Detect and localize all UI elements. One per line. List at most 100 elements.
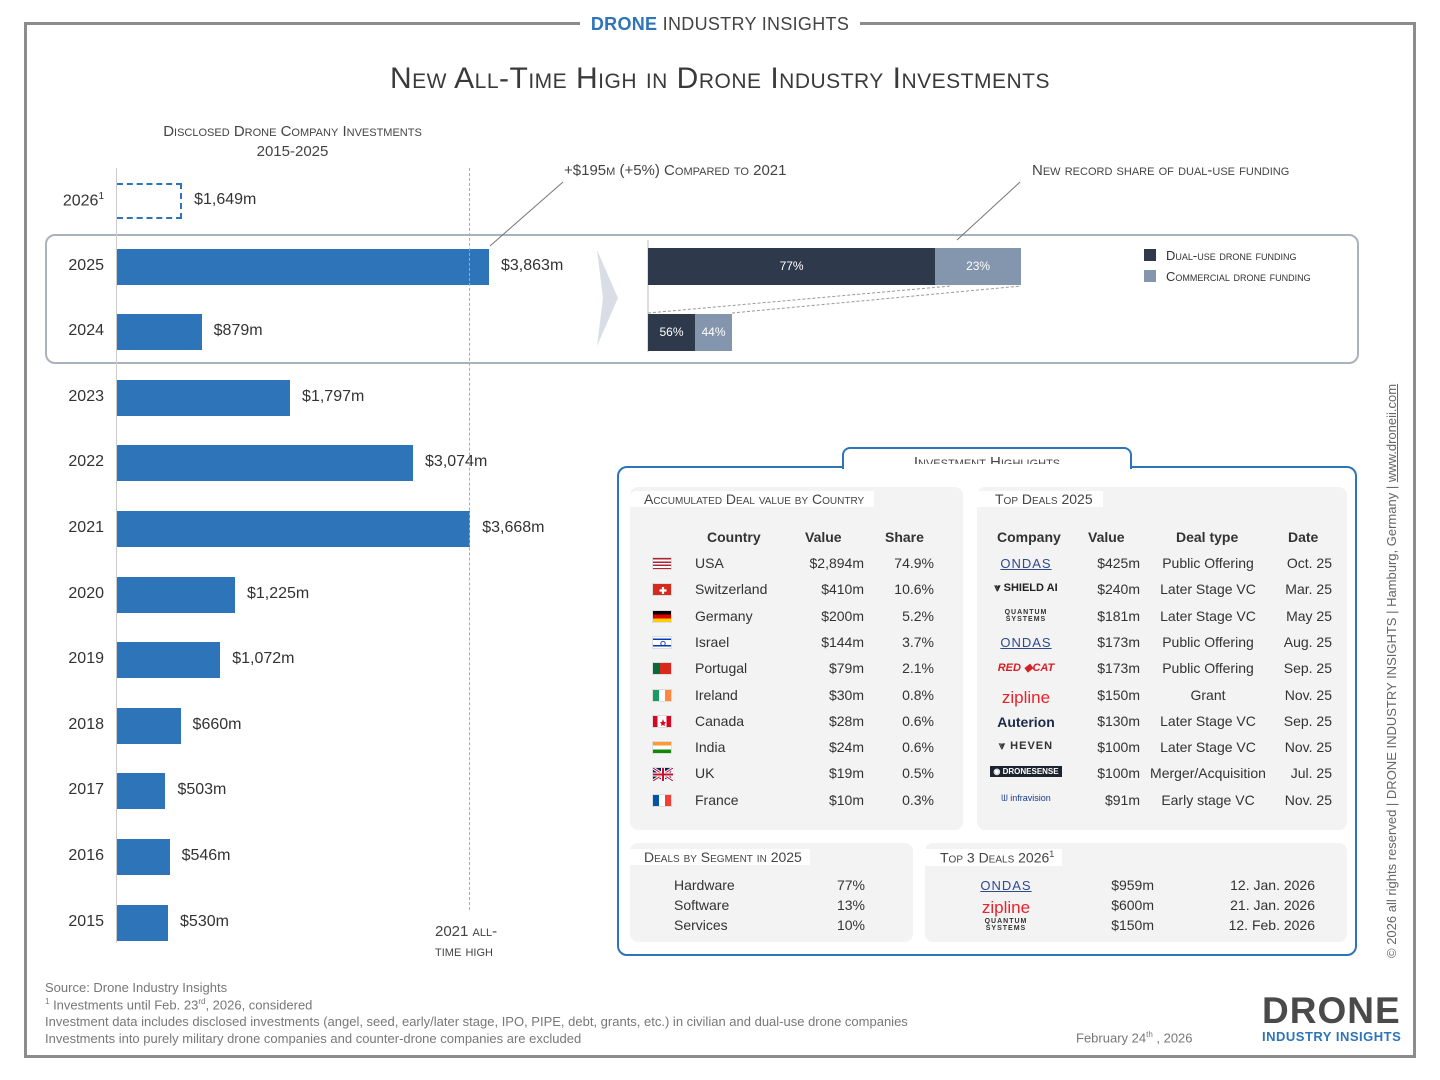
bar-value-2022: $3,074m — [425, 453, 488, 471]
country-value: $200m — [821, 607, 864, 624]
subtitle-line1: Disclosed Drone Company Investments — [163, 123, 422, 140]
year-label-2021: 2021 — [68, 519, 104, 536]
flag-icon-portugal — [652, 662, 672, 676]
country-share: 0.6% — [902, 712, 934, 729]
bar-2017 — [117, 773, 166, 810]
bar-2024 — [117, 314, 202, 351]
split-dual-2024: 56% — [648, 314, 696, 351]
top2026-date: 12. Jan. 2026 — [1230, 877, 1315, 893]
year-label-2023: 2023 — [68, 387, 104, 405]
bar-value-2025: $3,863m — [501, 256, 564, 274]
year-label-2017: 2017 — [68, 781, 104, 799]
compare-leader-line — [489, 181, 564, 247]
company-logo-heven: ⩔ HEVEN — [998, 740, 1054, 753]
record-leader-line — [956, 181, 1021, 241]
record-annotation: New record share of dual-use funding — [1032, 162, 1290, 179]
top2026-title-text: Top 3 Deals 2026 — [940, 849, 1050, 866]
country-name: France — [695, 791, 739, 808]
chevron-arrow-icon — [597, 250, 618, 346]
deal-value: $181m — [1097, 607, 1140, 624]
partial-year-note: 1 — [98, 191, 104, 202]
country-share: 74.9% — [894, 555, 934, 571]
country-share: 10.6% — [894, 581, 934, 598]
deal-value: $173m — [1097, 660, 1140, 677]
footer-source: Source: Drone Industry Insights — [45, 980, 228, 995]
page-title: New All-Time High in Drone Industry Inve… — [389, 62, 1050, 95]
side-url-link[interactable]: www.droneii.com — [1384, 383, 1399, 483]
legend-swatch-dual — [1144, 249, 1156, 261]
bar-2021 — [117, 511, 471, 547]
bar-2019 — [117, 642, 221, 679]
side-copyright-text: © 2026 all rights reserved | DRONE INDUS… — [1384, 482, 1399, 958]
ath-annotation: 2021 all- time high — [435, 922, 497, 962]
bar-2018 — [117, 707, 181, 744]
top2026-date: 12. Feb. 2026 — [1228, 917, 1315, 933]
deal-date: Nov. 25 — [1284, 791, 1332, 808]
country-name: India — [695, 739, 726, 756]
ath-reference-line — [469, 168, 471, 910]
flag-icon-france — [652, 793, 672, 807]
subtitle-line2: 2015-2025 — [256, 143, 329, 160]
legend-commercial: Commercial drone funding — [1166, 269, 1311, 284]
deal-type: Early stage VC — [1161, 791, 1255, 808]
logo-subtitle: INDUSTRY INSIGHTS — [1262, 1029, 1402, 1044]
company-logo-auterion: Auterion — [997, 713, 1055, 730]
country-name: Germany — [695, 607, 753, 624]
deal-type: Public Offering — [1162, 633, 1254, 650]
country-name: Switzerland — [695, 581, 768, 598]
deals-header-1: Value — [1088, 529, 1125, 545]
country-name: Israel — [695, 633, 730, 650]
bar-value-2024: $879m — [213, 322, 263, 340]
deal-value: $100m — [1097, 739, 1140, 756]
deals-header-2: Deal type — [1176, 529, 1239, 545]
deal-date: Sep. 25 — [1283, 712, 1332, 729]
chart-subtitle: Disclosed Drone Company Investments 2015… — [120, 122, 465, 162]
date-text-b: , 2026 — [1152, 1030, 1193, 1046]
footer-note-2: Investments into purely military drone c… — [45, 1031, 582, 1046]
company-logo-infravision: ᗯ infravision — [1001, 792, 1051, 803]
split-commercial-2025: 23% — [935, 248, 1021, 285]
top2026-value: $150m — [1111, 917, 1154, 933]
country-share: 0.5% — [902, 765, 934, 782]
deal-value: $100m — [1097, 765, 1140, 782]
connector-line-a — [647, 285, 952, 314]
y-axis-line — [116, 168, 117, 943]
segment-name: Services — [674, 917, 728, 933]
bar-value-2026: $1,649m — [194, 191, 257, 208]
legend-swatch-commercial — [1144, 270, 1156, 282]
deals-header-0: Company — [997, 529, 1061, 545]
compare-annotation: +$195m (+5%) Compared to 2021 — [564, 162, 787, 179]
bar-2015 — [117, 904, 169, 941]
brand-header: DRONE INDUSTRY INSIGHTS — [580, 12, 860, 36]
flag-icon-uk — [652, 767, 674, 783]
deal-date: Mar. 25 — [1285, 581, 1332, 598]
deal-value: $150m — [1097, 686, 1140, 703]
country-name: Portugal — [695, 660, 748, 677]
country-share: 0.6% — [902, 739, 934, 756]
bar-2020 — [117, 576, 235, 613]
segment-share: 10% — [836, 917, 865, 933]
company-logo-red-cat: RED ◆CAT — [997, 662, 1055, 675]
ath-line2: time high — [435, 943, 493, 960]
country-value: $144m — [821, 633, 864, 650]
country-header-2: Share — [885, 529, 924, 545]
ath-line1: 2021 all- — [435, 923, 498, 940]
footnote-mark: 1 — [45, 997, 50, 1006]
flag-icon-israel — [652, 635, 672, 649]
bar-value-2021: $3,668m — [482, 519, 545, 536]
company-logo-ondas: ONDAS — [980, 878, 1032, 893]
company-logo-shield-ai: ⩔ SHIELD AI — [994, 582, 1058, 595]
country-share: 0.8% — [902, 686, 934, 703]
year-label-2016: 2016 — [68, 847, 104, 864]
year-label-2026: 20261 — [62, 191, 104, 210]
bar-2022 — [117, 445, 414, 482]
company-logo-zipline: zipline — [1001, 687, 1051, 707]
flag-icon-switzerland — [652, 583, 672, 597]
deal-type: Public Offering — [1162, 660, 1254, 677]
year-label-2018: 2018 — [68, 715, 104, 733]
country-share: 0.3% — [902, 791, 934, 808]
deal-type: Later Stage VC — [1160, 607, 1256, 624]
deal-date: Jul. 25 — [1290, 765, 1332, 782]
segment-name: Hardware — [674, 877, 735, 893]
deal-date: Aug. 25 — [1283, 633, 1332, 650]
